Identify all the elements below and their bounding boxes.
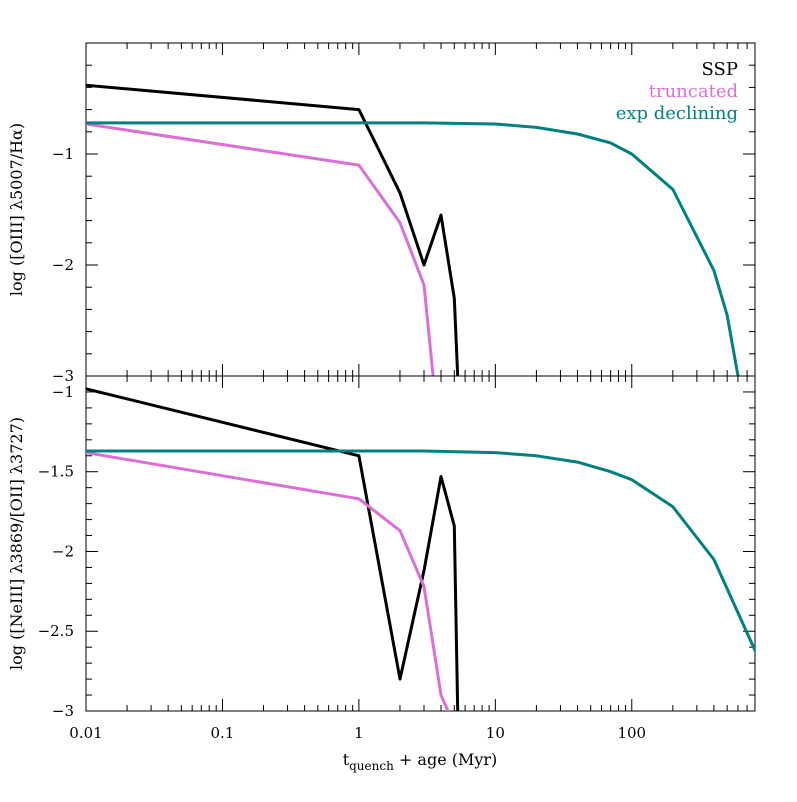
top-y-tick-label: −2 — [52, 256, 74, 274]
top-y-axis-label: log ([OIII] λ5007/Hα) — [7, 123, 26, 296]
bottom-y-tick-label: −2 — [52, 542, 74, 560]
top-y-tick-label: −1 — [52, 145, 74, 163]
bottom-y-tick-label: −2.5 — [38, 622, 74, 640]
x-axis-label-text: tquench + age (Myr) — [343, 750, 498, 773]
top-panel: −1 −2 −3 log ([OIII] λ5007/Hα) — [7, 42, 756, 385]
bottom-series-exp-declining — [86, 449, 755, 652]
top-series-truncated — [86, 122, 435, 376]
bottom-panel: −1 −1.5 −2 −2.5 −3 log ([NeIII] λ3869/[OII] λ… — [7, 375, 756, 742]
legend-entry-truncated: truncated — [649, 81, 738, 102]
x-tick-label: 100 — [617, 724, 646, 742]
top-series-ssp — [86, 83, 460, 376]
x-tick-label: 10 — [486, 724, 505, 742]
bottom-panel-frame — [85, 375, 756, 712]
bottom-y-axis-label: log ([NeIII] λ3869/[OII] λ3727) — [7, 417, 26, 670]
x-axis-label: tquench + age (Myr) — [343, 750, 498, 773]
legend-entry-exp-declining: exp declining — [616, 103, 738, 124]
bottom-y-tick-label: −3 — [52, 702, 74, 720]
x-tick-label: 0.1 — [211, 724, 235, 742]
legend-entry-ssp: SSP — [702, 59, 738, 80]
top-series-exp-declining — [86, 121, 740, 376]
bottom-y-tick-label: −1 — [52, 383, 74, 401]
x-tick-label: 1 — [354, 724, 364, 742]
bottom-y-tick-label: −1.5 — [38, 463, 74, 481]
bottom-series-truncated — [86, 451, 450, 711]
top-y-tick-label: −3 — [52, 367, 74, 385]
bottom-series-ssp — [86, 387, 460, 711]
x-tick-label: 0.01 — [69, 724, 102, 742]
